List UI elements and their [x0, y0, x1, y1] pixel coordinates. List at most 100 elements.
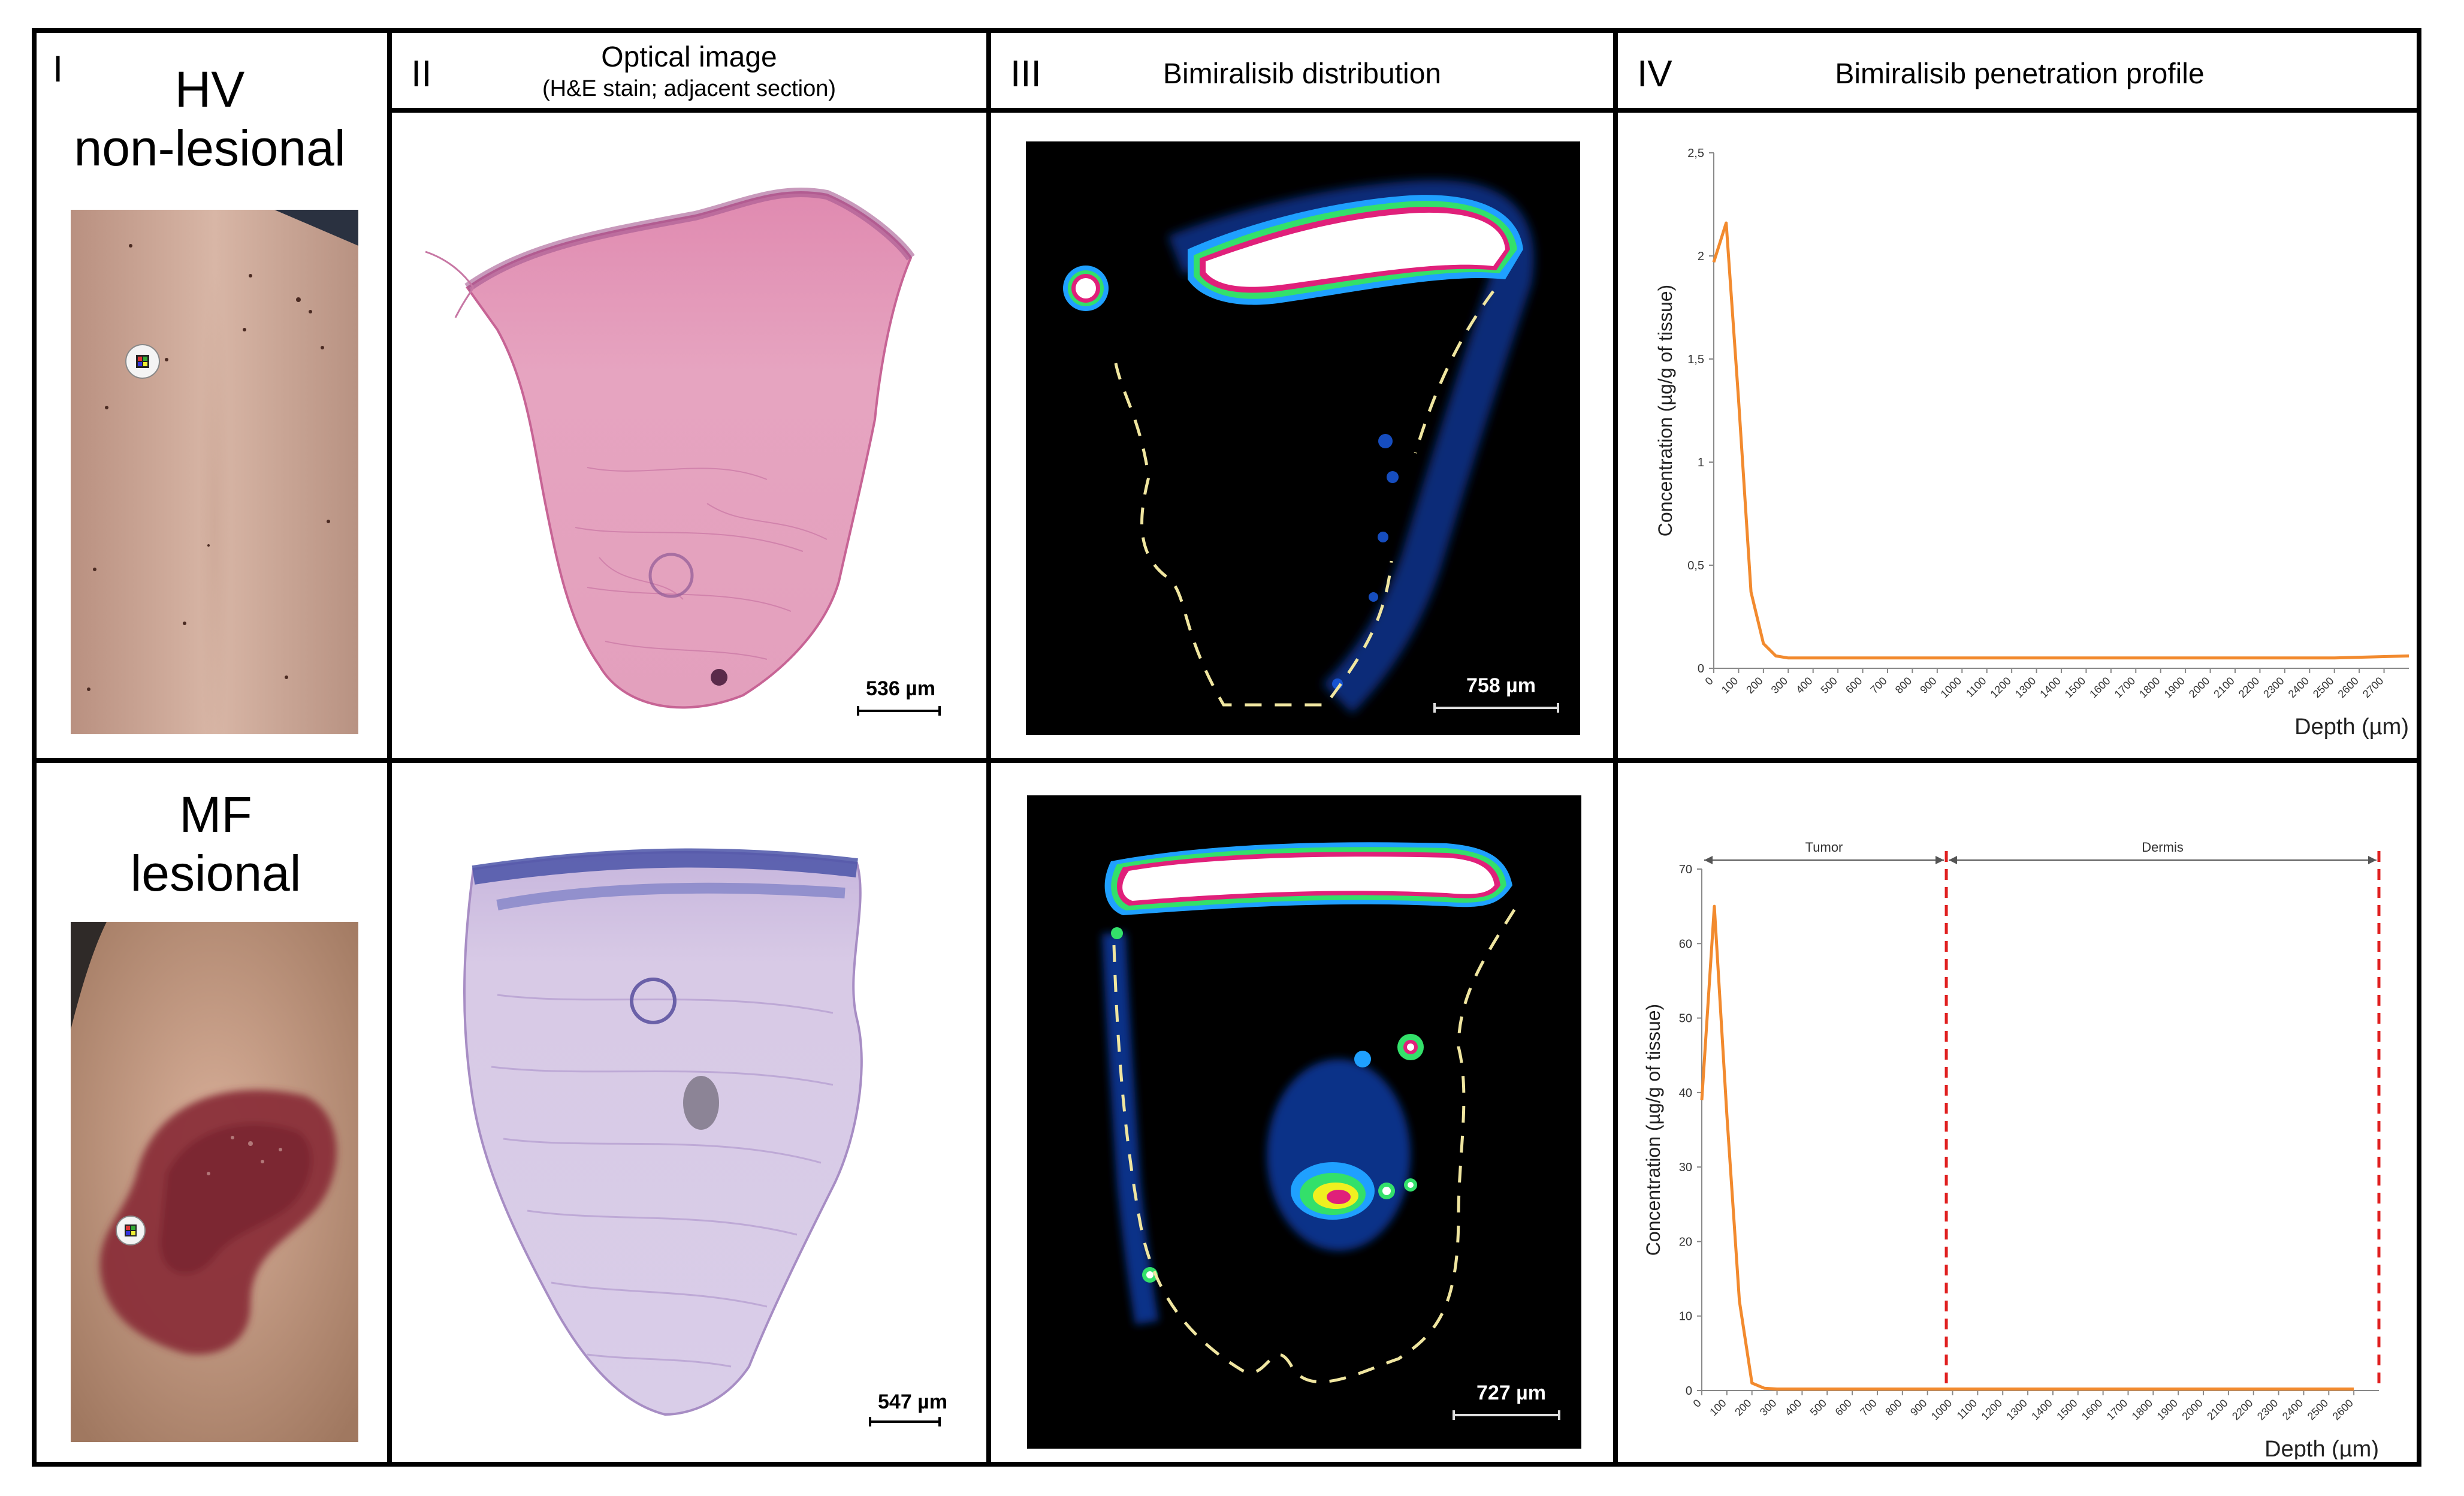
- chart2-xtick-label: 0: [1691, 1397, 1704, 1410]
- chart2-ytick-label: 30: [1679, 1161, 1692, 1174]
- chart2-ylabel: Concentration (µg/g of tissue): [1642, 1004, 1664, 1256]
- chart2-arrowhead-left: [1704, 856, 1713, 864]
- chart2-arrowhead-left: [1949, 856, 1958, 864]
- chart2-xtick-label: 2600: [2330, 1397, 2356, 1422]
- chart1-xtick-label: 900: [1918, 675, 1938, 696]
- chart1-xtick-label: 2300: [2261, 675, 2286, 700]
- chart1-xtick-label: 700: [1868, 675, 1889, 696]
- chart1-xtick-label: 1400: [2037, 675, 2063, 700]
- chart1-ytick-label: 2,5: [1687, 147, 1704, 160]
- chart2-xtick-label: 800: [1883, 1397, 1904, 1418]
- figure-frame: [32, 28, 2421, 1467]
- chart1-xtick-label: 2400: [2286, 675, 2311, 700]
- chart2-xtick-label: 2400: [2280, 1397, 2305, 1422]
- row1-clinical-photo: [71, 210, 358, 734]
- row1-msi-image: [1026, 141, 1580, 735]
- chart1-xtick-label: 1900: [2162, 675, 2187, 700]
- chart1-xlabel: Depth (µm): [2294, 714, 2409, 740]
- row2-label-line1: MF: [179, 786, 252, 843]
- row1-he-scale-label: 536 µm: [866, 677, 935, 700]
- chart1-xtick-label: 2000: [2187, 675, 2212, 700]
- chart2-ytick-label: 0: [1686, 1385, 1692, 1398]
- chart1-xtick-label: 0: [1703, 675, 1716, 687]
- chart1-xtick-label: 2500: [2311, 675, 2336, 700]
- col-subtitle-2: (H&E stain; adjacent section): [542, 76, 836, 101]
- header-divider: [389, 108, 2421, 113]
- chart2-series-line: [1700, 904, 2354, 1391]
- row2-he-image: [463, 848, 863, 1416]
- col-divider-3: [1613, 28, 1618, 1467]
- chart2-arrowhead-right: [1935, 856, 1944, 864]
- chart1-ytick-label: 1: [1698, 456, 1704, 469]
- chart1-xtick-label: 800: [1893, 675, 1914, 696]
- chart2-xlabel: Depth (µm): [2264, 1437, 2379, 1459]
- row1-msi-scale-label: 758 µm: [1466, 674, 1536, 697]
- chart2-xtick-label: 2500: [2305, 1397, 2330, 1422]
- chart1-xtick-label: 600: [1843, 675, 1864, 696]
- chart2-xtick-label: 1300: [2004, 1397, 2029, 1422]
- chart2-ytick-label: 70: [1679, 863, 1692, 876]
- chart2-region-label: Dermis: [2142, 840, 2184, 855]
- col-numeral-4: IV: [1637, 53, 1672, 95]
- chart2-xtick-label: 2200: [2230, 1397, 2255, 1422]
- chart2-xtick-label: 700: [1858, 1397, 1879, 1418]
- col-divider-2: [986, 28, 991, 1467]
- chart2-xtick-label: 600: [1833, 1397, 1854, 1418]
- chart2-xtick-label: 400: [1783, 1397, 1804, 1418]
- chart2-region-label: Tumor: [1805, 840, 1843, 855]
- chart2-arrowhead-right: [2368, 856, 2377, 864]
- chart1-xtick-label: 200: [1744, 675, 1765, 696]
- row-divider: [32, 758, 2421, 763]
- chart1-xtick-label: 2200: [2236, 675, 2261, 700]
- row2-msi-scale-label: 727 µm: [1476, 1382, 1546, 1404]
- chart1-ytick-label: 1,5: [1687, 353, 1704, 366]
- col-numeral-1: I: [53, 49, 64, 90]
- chart2-xtick-label: 1500: [2054, 1397, 2079, 1422]
- col-title-2: Optical image (H&E stain; adjacent secti…: [392, 41, 986, 102]
- chart2-xtick-label: 100: [1707, 1397, 1728, 1418]
- chart1-xtick-label: 2100: [2211, 675, 2236, 700]
- col-numeral-2: II: [411, 53, 432, 95]
- chart2-ytick-label: 20: [1679, 1235, 1692, 1248]
- chart2-xtick-label: 1000: [1929, 1397, 1954, 1422]
- chart1-xtick-label: 1300: [2013, 675, 2038, 700]
- chart2-ytick-label: 10: [1679, 1310, 1692, 1323]
- chart1-xtick-label: 1700: [2112, 675, 2137, 700]
- row1-label-line2: non-lesional: [74, 120, 346, 176]
- chart1-xtick-label: 1600: [2087, 675, 2112, 700]
- chart2-xtick-label: 300: [1758, 1397, 1778, 1418]
- chart2-xtick-label: 500: [1808, 1397, 1829, 1418]
- chart1-xtick-label: 300: [1769, 675, 1790, 696]
- col-title-4: Bimiralisib penetration profile: [1835, 58, 2205, 90]
- col-title-3: Bimiralisib distribution: [1162, 58, 1442, 90]
- chart2-xtick-label: 900: [1908, 1397, 1929, 1418]
- chart1-xtick-label: 1000: [1938, 675, 1964, 700]
- chart2-xtick-label: 1800: [2130, 1397, 2155, 1422]
- chart1-xtick-label: 2600: [2336, 675, 2361, 700]
- chart1-xtick-label: 2700: [2360, 675, 2386, 700]
- chart1-xtick-label: 1200: [1988, 675, 2013, 700]
- row2-clinical-photo: [71, 922, 358, 1442]
- chart1-xtick-label: 1500: [2063, 675, 2088, 700]
- chart1-xtick-label: 1100: [1964, 675, 1989, 700]
- chart1-xtick-label: 100: [1719, 675, 1740, 696]
- row2-msi-image: [1027, 795, 1581, 1449]
- chart2-xtick-label: 2100: [2205, 1397, 2230, 1422]
- col-title-2-text: Optical image: [601, 41, 777, 73]
- chart1-ylabel: Concentration (µg/g of tissue): [1654, 285, 1676, 536]
- chart2-xtick-label: 1100: [1955, 1397, 1980, 1422]
- chart2-xtick-label: 1600: [2079, 1397, 2104, 1422]
- row1-he-image: [425, 187, 915, 709]
- row1-label-line1: HV: [174, 61, 245, 117]
- chart2-ytick-label: 40: [1679, 1087, 1692, 1100]
- chart2-xtick-label: 1700: [2104, 1397, 2130, 1422]
- chart2-xtick-label: 2300: [2255, 1397, 2280, 1422]
- chart2-xtick-label: 1400: [2029, 1397, 2054, 1422]
- row1-label: HV non-lesional: [60, 60, 360, 177]
- chart2-xtick-label: 200: [1732, 1397, 1753, 1418]
- chart2-ytick-label: 50: [1679, 1012, 1692, 1026]
- chart1-ytick-label: 2: [1698, 250, 1704, 263]
- col-divider-1: [387, 28, 392, 1467]
- row2-label-line2: lesional: [130, 845, 301, 901]
